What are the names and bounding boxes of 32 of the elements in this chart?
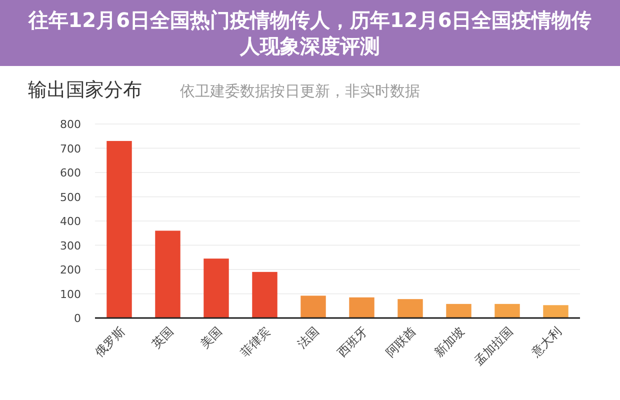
bar <box>349 297 374 318</box>
x-tick-label: 美国 <box>198 324 224 352</box>
bar <box>398 299 423 318</box>
x-tick-label: 菲律宾 <box>238 324 273 360</box>
x-tick-label: 英国 <box>149 324 176 352</box>
y-tick-label: 500 <box>60 190 81 204</box>
x-tick-label: 新加坡 <box>432 324 467 360</box>
y-tick-label: 300 <box>60 239 81 252</box>
bar <box>252 272 278 318</box>
y-tick-label: 600 <box>60 166 81 180</box>
x-tick-label: 意大利 <box>528 324 564 360</box>
bar <box>494 304 520 318</box>
chart-title: 输出国家分布 <box>28 79 142 101</box>
text: 往年12月6日全国热门疫情物传人，历年12月6日全国疫情物传人现象深度评测 <box>27 8 592 58</box>
y-tick-label: 400 <box>60 215 81 228</box>
bar <box>300 296 326 318</box>
bar <box>204 258 229 318</box>
y-tick-label: 800 <box>60 118 81 131</box>
y-tick-label: 200 <box>60 264 81 276</box>
x-tick-label: 阿联酋 <box>383 324 418 360</box>
x-tick-label: 西班牙 <box>334 324 370 360</box>
x-tick-label: 俄罗斯 <box>92 324 128 360</box>
bar <box>543 305 568 318</box>
bar <box>106 140 132 318</box>
y-tick-label: 0 <box>74 312 81 325</box>
bar <box>446 304 472 318</box>
chart-subtitle: 依卫建委数据按日更新，非实时数据 <box>180 82 420 100</box>
x-tick-label: 孟加拉国 <box>472 324 516 368</box>
bar <box>155 230 180 318</box>
x-tick-label: 法国 <box>294 324 322 352</box>
y-tick-label: 700 <box>60 142 81 156</box>
y-tick-label: 100 <box>60 288 81 301</box>
